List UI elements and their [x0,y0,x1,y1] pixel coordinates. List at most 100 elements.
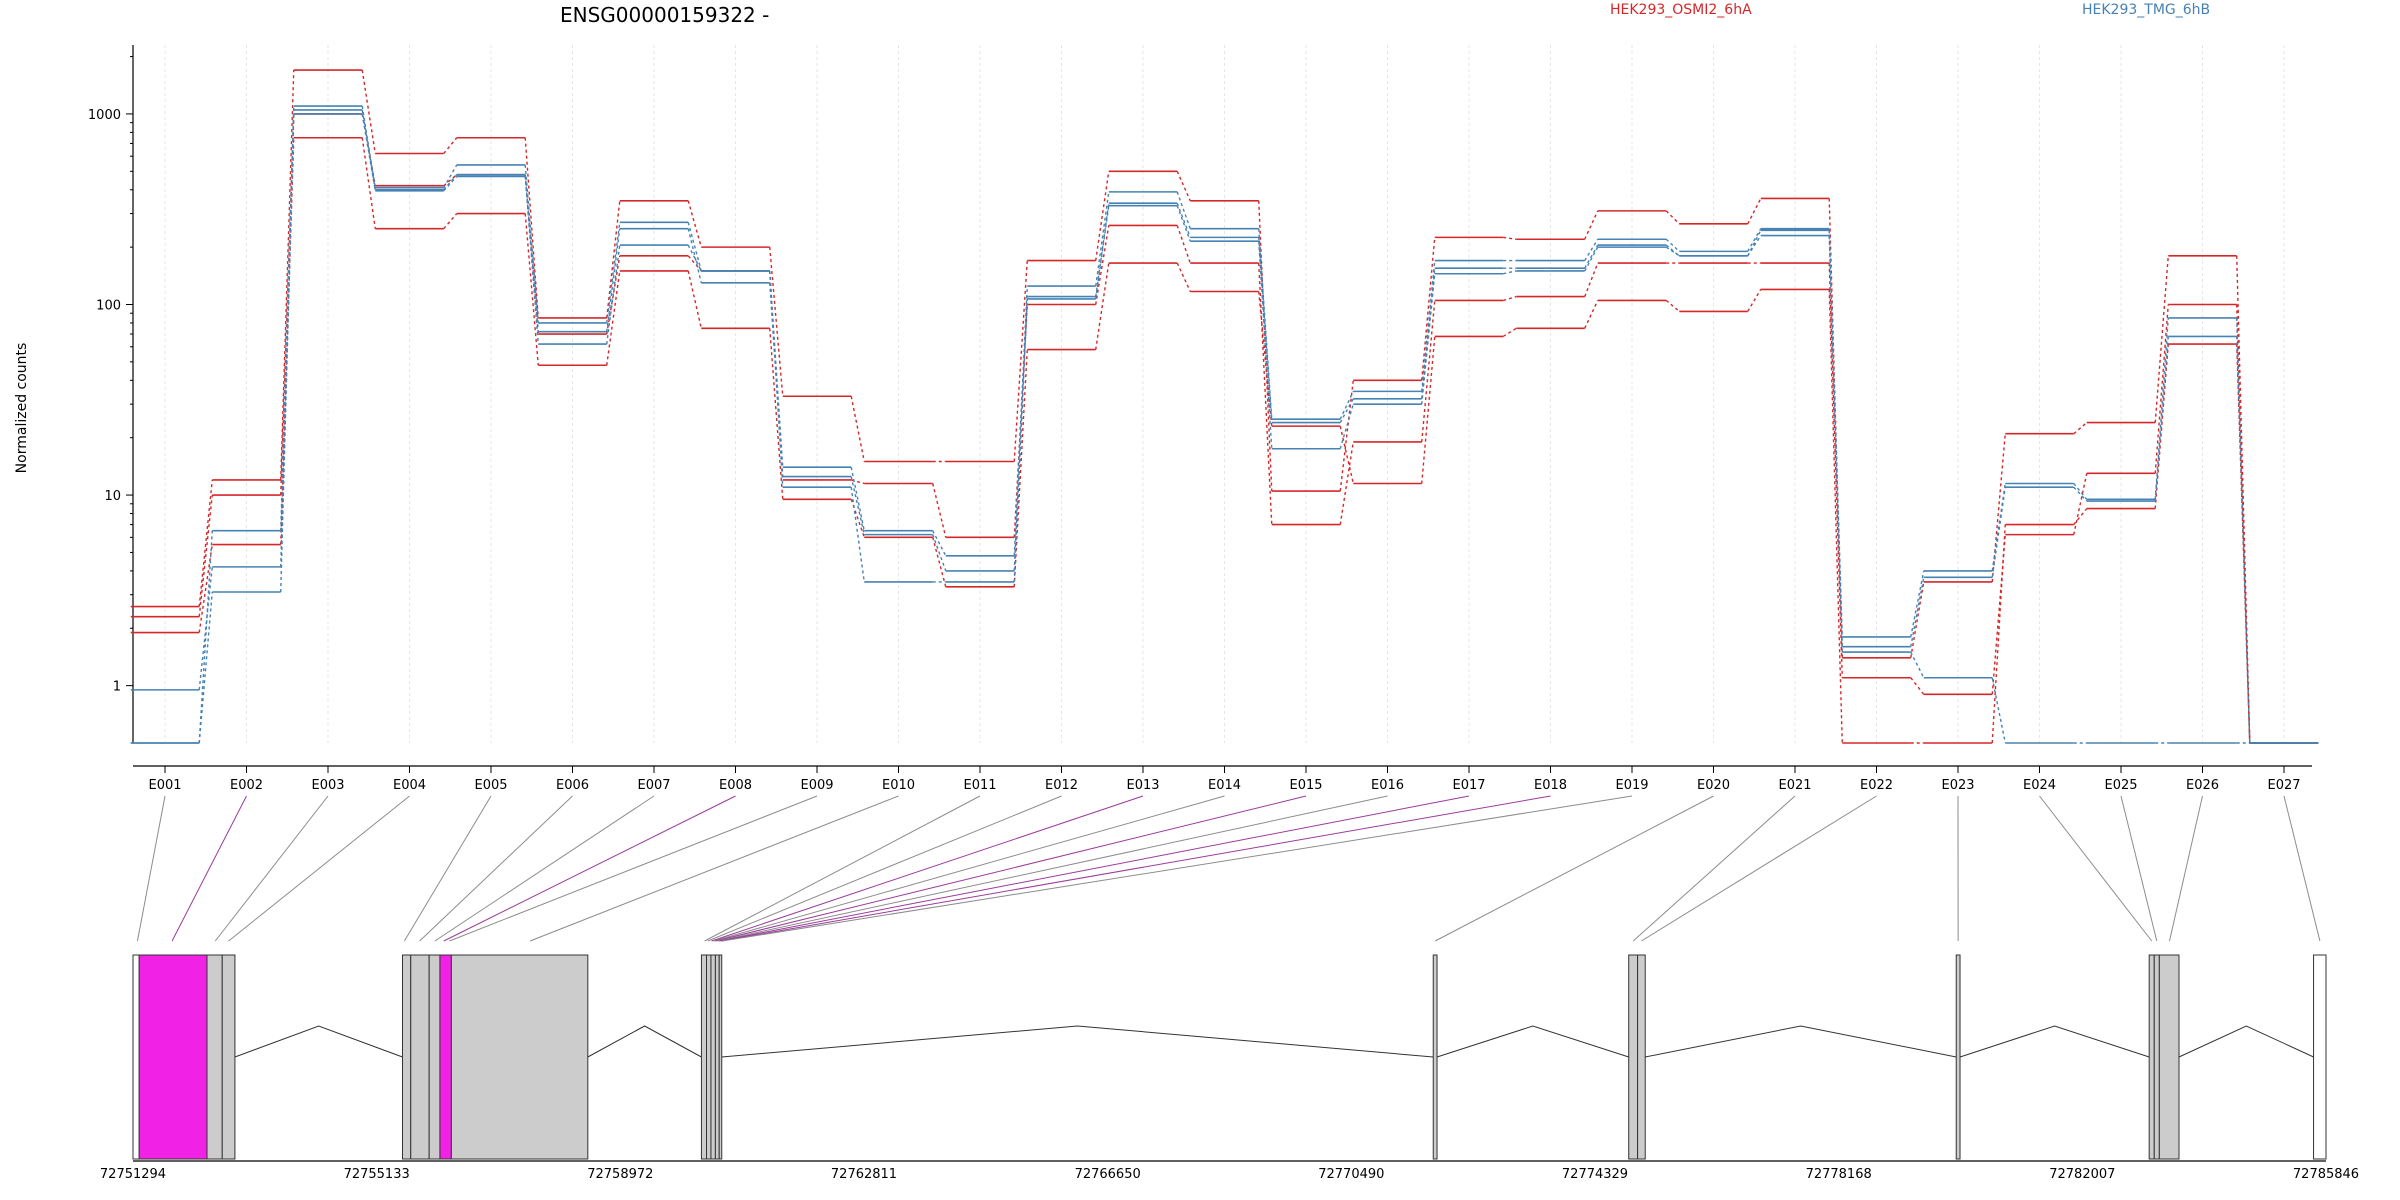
exon-connector [717,795,1388,942]
x-tick-label: E005 [474,778,507,793]
intron-line [1645,1025,1957,1058]
x-tick-label: E001 [148,778,181,793]
series-connector [1747,228,1762,252]
exon-connector [434,795,655,942]
series-connector [1095,262,1110,350]
exon-connector [228,795,410,942]
chart-title: ENSG00000159322 - [560,3,769,27]
x-tick-label: E007 [637,778,670,793]
exon-connector [713,795,1225,942]
exon-connector [2168,795,2203,942]
coordinate-label: 72778168 [1806,1167,1872,1182]
series-connector [606,228,621,332]
x-tick-label: E009 [800,778,833,793]
exon-connector [403,795,492,942]
series-connector [1503,236,1517,240]
y-tick-label: 1 [113,680,121,695]
x-tick-label: E003 [311,778,344,793]
series-connector [1258,228,1273,420]
intron-line [234,1025,403,1058]
series-connector [1502,327,1517,338]
series-connector [850,396,865,462]
exon-box [714,954,720,1160]
series-connector [606,222,621,324]
series-connector [1910,577,1925,647]
series-connector [1421,260,1436,392]
exon-box [706,954,712,1160]
series-connector [769,270,784,488]
series-connector [1339,398,1354,423]
series-connector [769,328,784,500]
series-connector [443,213,458,230]
intron-line [1959,1025,2150,1058]
series-connector [524,213,539,366]
series-connector [1176,171,1191,202]
series-connector [1258,237,1273,423]
exon-box [710,954,716,1160]
x-tick-label: E017 [1452,778,1485,793]
series-connector [932,483,947,538]
series-connector [1095,225,1110,305]
series-connector [1910,581,1925,658]
exon-box [1637,954,1646,1160]
x-tick-label: E022 [1860,778,1893,793]
series-connector [1665,210,1680,225]
series-connector [1747,235,1762,257]
y-tick-label: 1000 [88,108,121,123]
y-tick-label: 10 [104,489,121,504]
series-5 [130,109,2319,744]
x-tick-label: E012 [1045,778,1078,793]
exon-connector [2039,795,2153,942]
series-6 [130,113,2319,744]
series-connector [1584,262,1599,297]
exon-connector [719,795,1470,942]
intron-line [587,1025,702,1058]
series-connector [687,270,702,329]
y-axis-label: Normalized counts [14,343,30,474]
exon-connector [711,795,1144,942]
series-connector [361,69,376,154]
series-connector [198,566,213,690]
series-connector [1584,238,1599,261]
series-connector [1013,296,1028,571]
exon-box [428,954,441,1160]
series-connector [2073,486,2088,502]
exon-connector [722,795,1633,942]
x-ticks: E001 E002 E003 E004 E005 E006 E007 E008 E009 E010… [148,766,2301,793]
series-connector [606,270,621,366]
exon-box [700,954,708,1160]
series-connector [1503,270,1517,275]
series-connector [1828,263,1843,678]
series-connector [1910,651,1925,679]
series-layer [130,69,2319,744]
series-connector [198,530,213,744]
series-connector [1339,441,1354,525]
series-connector [2236,304,2251,744]
series-connector [1910,570,1925,638]
series-connector [443,174,458,187]
coordinate-label: 72782007 [2049,1167,2115,1182]
series-connector [443,164,458,189]
series-connector [2154,317,2169,500]
series-connector [769,247,784,397]
exon-box [2313,954,2327,1160]
gene-model [132,954,2327,1162]
series-connector [1665,246,1680,257]
series-connector [1910,677,1925,695]
exon-box [718,954,723,1160]
series-connector [1421,273,1436,405]
series-connector [1176,225,1191,264]
x-tick-label: E014 [1208,778,1241,793]
coordinate-label: 72762811 [831,1167,897,1182]
series-connector [443,137,458,154]
series-connector [606,244,621,345]
series-connector [361,113,376,191]
series-connector [1339,391,1354,420]
series-connector [687,200,702,248]
exon-connector [529,795,899,942]
exon-box [1432,954,1438,1160]
series-connector [1176,205,1191,242]
exon-connector [136,795,166,942]
series-connector [1747,289,1762,312]
